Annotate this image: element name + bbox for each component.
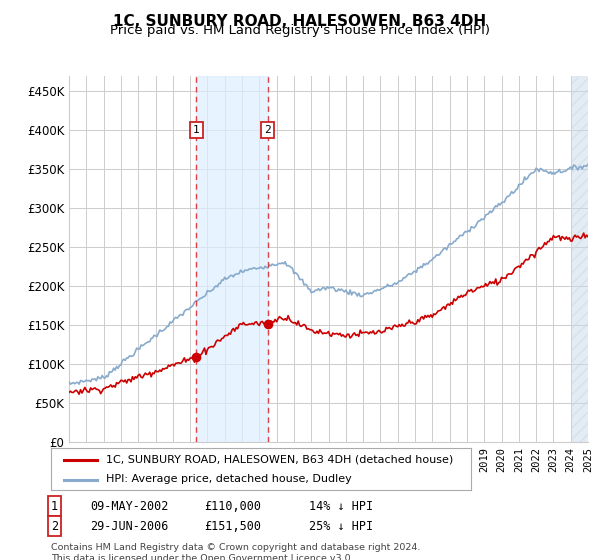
Text: Contains HM Land Registry data © Crown copyright and database right 2024.
This d: Contains HM Land Registry data © Crown c… (51, 543, 421, 560)
Text: 29-JUN-2006: 29-JUN-2006 (90, 520, 169, 533)
Text: 2: 2 (265, 125, 271, 135)
Text: 09-MAY-2002: 09-MAY-2002 (90, 500, 169, 512)
Text: 25% ↓ HPI: 25% ↓ HPI (309, 520, 373, 533)
Text: 1: 1 (51, 500, 58, 512)
Bar (571, 76, 588, 442)
Text: 1C, SUNBURY ROAD, HALESOWEN, B63 4DH (detached house): 1C, SUNBURY ROAD, HALESOWEN, B63 4DH (de… (106, 455, 453, 465)
Text: HPI: Average price, detached house, Dudley: HPI: Average price, detached house, Dudl… (106, 474, 352, 484)
Text: Price paid vs. HM Land Registry's House Price Index (HPI): Price paid vs. HM Land Registry's House … (110, 24, 490, 37)
Text: 1C, SUNBURY ROAD, HALESOWEN, B63 4DH: 1C, SUNBURY ROAD, HALESOWEN, B63 4DH (113, 14, 487, 29)
Text: 1: 1 (193, 125, 200, 135)
Text: 14% ↓ HPI: 14% ↓ HPI (309, 500, 373, 512)
Text: £151,500: £151,500 (204, 520, 261, 533)
Text: 2: 2 (51, 520, 58, 533)
Text: £110,000: £110,000 (204, 500, 261, 512)
Bar (196, 76, 268, 442)
